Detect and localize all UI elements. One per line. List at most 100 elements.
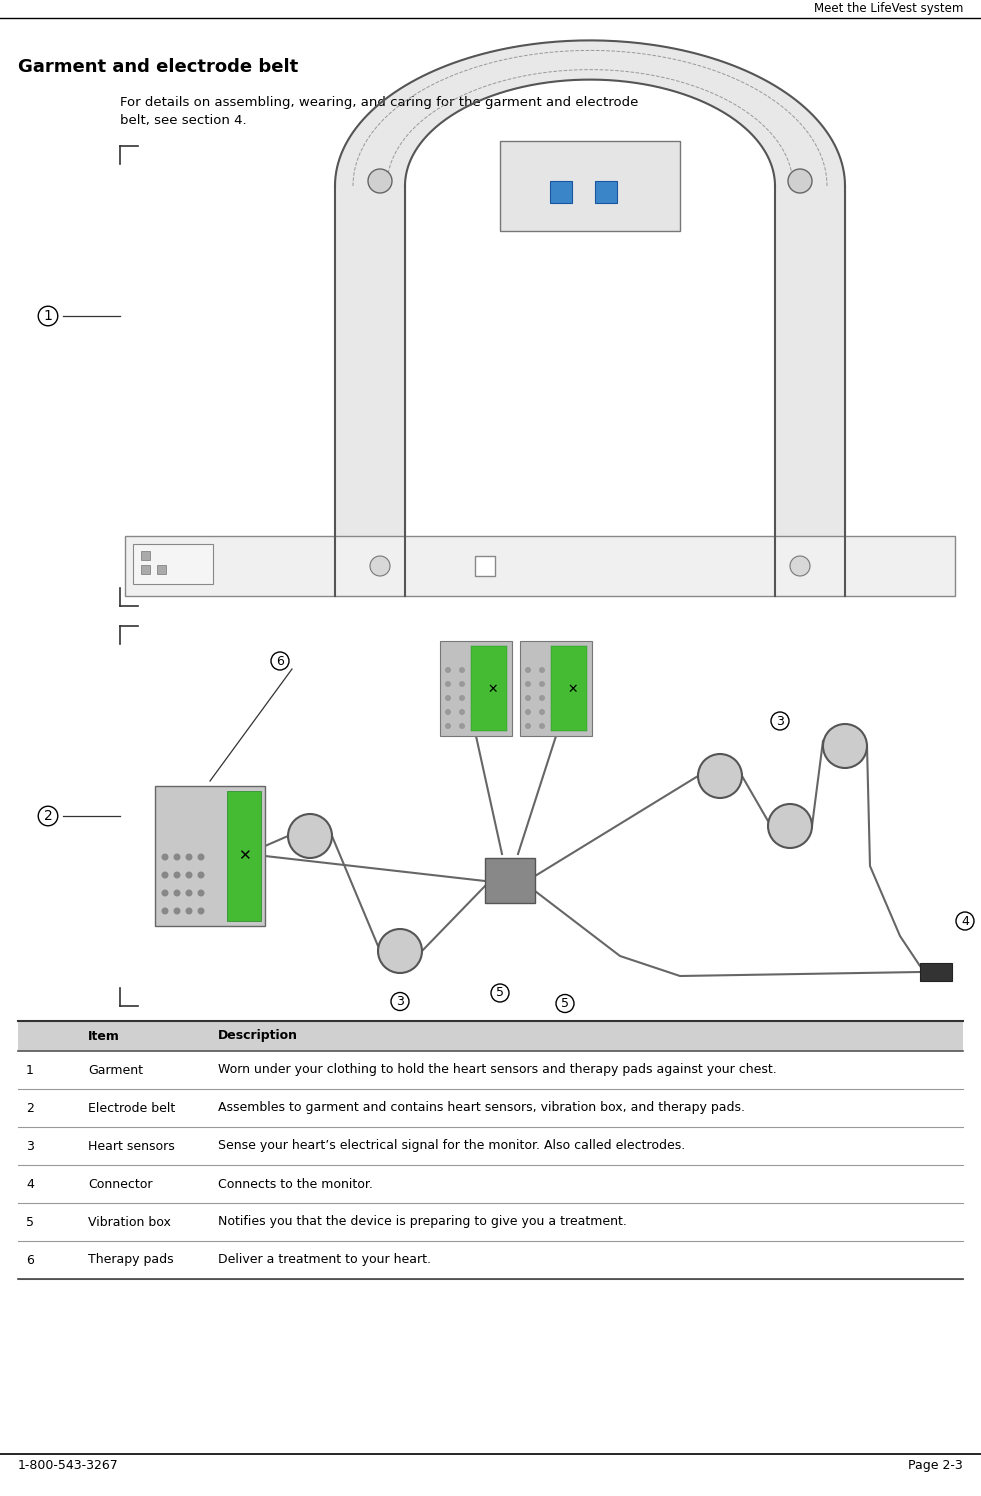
Circle shape xyxy=(553,723,559,729)
Circle shape xyxy=(445,723,451,729)
Circle shape xyxy=(445,681,451,687)
Circle shape xyxy=(459,696,465,702)
Circle shape xyxy=(525,681,531,687)
Circle shape xyxy=(174,890,181,896)
Text: 6: 6 xyxy=(276,655,284,667)
Text: ✕: ✕ xyxy=(488,682,497,696)
Bar xyxy=(550,181,572,203)
Circle shape xyxy=(174,872,181,878)
Circle shape xyxy=(459,709,465,715)
Text: 4: 4 xyxy=(961,914,969,928)
Text: Item: Item xyxy=(88,1029,120,1043)
Circle shape xyxy=(288,814,332,859)
Circle shape xyxy=(445,667,451,673)
Circle shape xyxy=(539,667,545,673)
Circle shape xyxy=(525,723,531,729)
Circle shape xyxy=(768,803,812,848)
Text: Notifies you that the device is preparing to give you a treatment.: Notifies you that the device is preparin… xyxy=(218,1215,627,1228)
Bar xyxy=(227,791,261,922)
Text: For details on assembling, wearing, and caring for the garment and electrode
bel: For details on assembling, wearing, and … xyxy=(120,96,639,127)
Circle shape xyxy=(553,709,559,715)
Circle shape xyxy=(162,872,169,878)
Text: 5: 5 xyxy=(26,1215,34,1228)
Bar xyxy=(440,640,512,736)
Text: Electrode belt: Electrode belt xyxy=(88,1101,176,1115)
Circle shape xyxy=(445,696,451,702)
Circle shape xyxy=(790,557,810,576)
Circle shape xyxy=(197,872,204,878)
Circle shape xyxy=(788,169,812,193)
Circle shape xyxy=(370,557,390,576)
Circle shape xyxy=(473,723,479,729)
Text: 5: 5 xyxy=(496,986,504,999)
Text: Vibration box: Vibration box xyxy=(88,1215,171,1228)
Text: ✕: ✕ xyxy=(237,848,250,863)
Circle shape xyxy=(553,696,559,702)
Bar xyxy=(141,565,150,574)
Circle shape xyxy=(459,681,465,687)
Text: Sense your heart’s electrical signal for the monitor. Also called electrodes.: Sense your heart’s electrical signal for… xyxy=(218,1140,686,1152)
Circle shape xyxy=(553,681,559,687)
Bar xyxy=(485,859,535,904)
Text: 4: 4 xyxy=(26,1177,34,1191)
Bar xyxy=(551,646,587,732)
Bar xyxy=(157,565,166,574)
Circle shape xyxy=(539,681,545,687)
Text: Meet the LifeVest system: Meet the LifeVest system xyxy=(813,1,963,15)
Bar xyxy=(155,785,265,926)
Circle shape xyxy=(368,169,392,193)
Text: Connects to the monitor.: Connects to the monitor. xyxy=(218,1177,373,1191)
Circle shape xyxy=(553,667,559,673)
Circle shape xyxy=(185,908,192,914)
Circle shape xyxy=(197,854,204,860)
Bar xyxy=(520,640,592,736)
Circle shape xyxy=(698,754,742,797)
Bar xyxy=(125,536,955,595)
Circle shape xyxy=(473,667,479,673)
Circle shape xyxy=(174,854,181,860)
Bar xyxy=(141,551,150,560)
Text: 3: 3 xyxy=(396,995,404,1008)
Circle shape xyxy=(162,854,169,860)
Circle shape xyxy=(539,696,545,702)
Circle shape xyxy=(185,872,192,878)
Bar xyxy=(595,181,617,203)
Text: 3: 3 xyxy=(776,715,784,727)
Text: Page 2-3: Page 2-3 xyxy=(908,1459,963,1472)
Bar xyxy=(18,1020,963,1052)
Circle shape xyxy=(378,929,422,972)
Text: Worn under your clothing to hold the heart sensors and therapy pads against your: Worn under your clothing to hold the hea… xyxy=(218,1064,777,1077)
Circle shape xyxy=(473,681,479,687)
Text: Therapy pads: Therapy pads xyxy=(88,1254,174,1267)
Bar xyxy=(133,545,213,583)
Text: Heart sensors: Heart sensors xyxy=(88,1140,175,1152)
Polygon shape xyxy=(335,40,845,186)
Text: 3: 3 xyxy=(26,1140,34,1152)
Circle shape xyxy=(459,723,465,729)
Text: Garment and electrode belt: Garment and electrode belt xyxy=(18,58,298,76)
Circle shape xyxy=(162,908,169,914)
Circle shape xyxy=(539,709,545,715)
Text: Assembles to garment and contains heart sensors, vibration box, and therapy pads: Assembles to garment and contains heart … xyxy=(218,1101,745,1115)
Text: Description: Description xyxy=(218,1029,298,1043)
Circle shape xyxy=(459,667,465,673)
Circle shape xyxy=(473,696,479,702)
Text: 6: 6 xyxy=(26,1254,34,1267)
Circle shape xyxy=(525,667,531,673)
Circle shape xyxy=(539,723,545,729)
Circle shape xyxy=(445,709,451,715)
Circle shape xyxy=(162,890,169,896)
Text: Deliver a treatment to your heart.: Deliver a treatment to your heart. xyxy=(218,1254,431,1267)
Circle shape xyxy=(525,709,531,715)
Bar xyxy=(471,646,507,732)
Bar xyxy=(500,141,680,230)
Text: 5: 5 xyxy=(561,996,569,1010)
Circle shape xyxy=(525,696,531,702)
Text: Garment: Garment xyxy=(88,1064,143,1077)
Circle shape xyxy=(185,854,192,860)
Circle shape xyxy=(197,908,204,914)
Text: 2: 2 xyxy=(26,1101,34,1115)
Circle shape xyxy=(197,890,204,896)
Bar xyxy=(920,963,952,981)
Text: 2: 2 xyxy=(43,809,52,823)
